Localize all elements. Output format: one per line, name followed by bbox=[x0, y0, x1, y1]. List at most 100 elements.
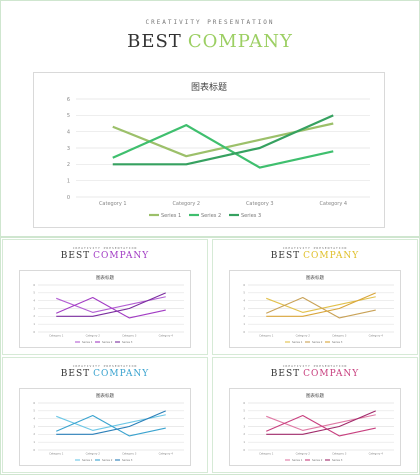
thumbnail-title-company: COMPANY bbox=[93, 369, 150, 379]
series-line-2 bbox=[266, 296, 376, 319]
thumbnail-title-company: COMPANY bbox=[93, 251, 150, 261]
legend-label: Series 1 bbox=[82, 458, 93, 462]
y-tick-label: 4 bbox=[67, 129, 70, 135]
legend-label: Series 3 bbox=[122, 340, 133, 344]
chart-title: 图表标题 bbox=[191, 81, 227, 93]
legend-label: Series 2 bbox=[312, 340, 323, 344]
y-tick-label: 3 bbox=[67, 146, 70, 152]
x-tick-label: Category 4 bbox=[369, 452, 384, 456]
thumbnail-line-chart: 图表标题 0 1 2 3 4 5 6 Category 1 Category 2 Category … bbox=[33, 274, 184, 344]
series-line-2 bbox=[56, 296, 166, 319]
chart-frame[interactable]: 图表标题 0 1 2 3 4 5 6 Category 1 Category 2 Category … bbox=[33, 72, 385, 228]
x-tick-label: Category 2 bbox=[296, 334, 311, 338]
thumbnail-title-best: BEST bbox=[270, 251, 301, 261]
y-tick-label: 1 bbox=[243, 440, 245, 444]
x-tick-label: Category 4 bbox=[369, 334, 384, 338]
y-tick-label: 6 bbox=[243, 283, 245, 287]
y-tick-label: 6 bbox=[67, 97, 70, 103]
y-tick-label: 1 bbox=[33, 440, 35, 444]
thumbnail-line-chart: 图表标题 0 1 2 3 4 5 6 Category 1 Category 2 Category … bbox=[243, 274, 394, 344]
thumbnail-slide-purple[interactable]: CREATIVITY PRESENTATION BEST COMPANY 图表标题 0 1… bbox=[2, 239, 208, 355]
y-tick-label: 0 bbox=[243, 448, 245, 452]
thumbnail-title: BEST COMPANY bbox=[213, 251, 417, 261]
y-tick-label: 2 bbox=[243, 432, 245, 436]
y-tick-label: 5 bbox=[243, 291, 245, 295]
legend-label: Series 2 bbox=[102, 458, 113, 462]
y-tick-label: 5 bbox=[243, 409, 245, 413]
legend-label: Series 3 bbox=[241, 213, 261, 219]
line-chart: 图表标题 0 1 2 3 4 5 6 Category 1 Category 2 Category … bbox=[67, 81, 370, 219]
thumbnail-chart-frame: 图表标题 0 1 2 3 4 5 6 Category 1 Category 2 Category … bbox=[19, 270, 191, 348]
y-tick-label: 2 bbox=[33, 314, 35, 318]
x-tick-label: Category 4 bbox=[159, 452, 174, 456]
section-divider bbox=[0, 236, 420, 238]
thumbnail-line-chart: 图表标题 0 1 2 3 4 5 6 Category 1 Category 2 Category … bbox=[243, 392, 394, 462]
y-tick-label: 6 bbox=[33, 401, 35, 405]
y-tick-label: 4 bbox=[243, 299, 245, 303]
chart-title: 图表标题 bbox=[306, 274, 324, 281]
thumbnail-title: BEST COMPANY bbox=[3, 251, 207, 261]
series-line-2 bbox=[112, 124, 334, 169]
y-tick-label: 3 bbox=[33, 424, 35, 428]
thumbnail-slide-gold[interactable]: CREATIVITY PRESENTATION BEST COMPANY 图表标题 0 1… bbox=[212, 239, 418, 355]
y-tick-label: 0 bbox=[33, 448, 35, 452]
thumbnail-line-chart: 图表标题 0 1 2 3 4 5 6 Category 1 Category 2 Category … bbox=[33, 392, 184, 462]
thumbnail-slide-blue[interactable]: CREATIVITY PRESENTATION BEST COMPANY 图表标题 0 1… bbox=[2, 357, 208, 473]
thumbnail-title: BEST COMPANY bbox=[3, 369, 207, 379]
y-tick-label: 0 bbox=[243, 330, 245, 334]
x-tick-label: Category 2 bbox=[172, 201, 200, 207]
legend-label: Series 1 bbox=[292, 458, 303, 462]
thumbnail-chart-frame: 图表标题 0 1 2 3 4 5 6 Category 1 Category 2 Category … bbox=[229, 270, 401, 348]
thumbnail-caption: CREATIVITY PRESENTATION bbox=[282, 364, 348, 368]
x-tick-label: Category 2 bbox=[86, 452, 101, 456]
chart-title: 图表标题 bbox=[306, 392, 324, 399]
thumbnail-title-company: COMPANY bbox=[303, 251, 360, 261]
series-line-1 bbox=[112, 122, 334, 158]
y-tick-label: 2 bbox=[67, 162, 70, 168]
y-tick-label: 2 bbox=[243, 314, 245, 318]
thumbnail-chart-frame: 图表标题 0 1 2 3 4 5 6 Category 1 Category 2 Category … bbox=[19, 388, 191, 466]
x-tick-label: Category 1 bbox=[259, 334, 274, 338]
x-tick-label: Category 4 bbox=[319, 201, 347, 207]
x-tick-label: Category 3 bbox=[332, 334, 347, 338]
thumbnail-title-company: COMPANY bbox=[303, 369, 360, 379]
y-tick-label: 4 bbox=[33, 299, 35, 303]
slide-title: BEST COMPANY bbox=[1, 31, 419, 52]
thumbnail-slide-pink[interactable]: CREATIVITY PRESENTATION BEST COMPANY 图表标题 0 1… bbox=[212, 357, 418, 473]
y-tick-label: 4 bbox=[33, 417, 35, 421]
series-line-3 bbox=[112, 114, 334, 166]
x-tick-label: Category 2 bbox=[296, 452, 311, 456]
series-line-3 bbox=[56, 292, 166, 317]
y-tick-label: 1 bbox=[67, 178, 70, 184]
x-tick-label: Category 4 bbox=[159, 334, 174, 338]
series-line-3 bbox=[266, 410, 376, 435]
legend-label: Series 3 bbox=[122, 458, 133, 462]
chart-title: 图表标题 bbox=[96, 274, 114, 281]
legend-label: Series 2 bbox=[102, 340, 113, 344]
series-line-1 bbox=[266, 296, 376, 313]
legend-label: Series 1 bbox=[161, 213, 181, 219]
main-slide[interactable]: CREATIVITY PRESENTATION BEST COMPANY 图表标题… bbox=[1, 1, 419, 235]
y-tick-label: 5 bbox=[33, 291, 35, 295]
x-tick-label: Category 1 bbox=[259, 452, 274, 456]
y-tick-label: 6 bbox=[33, 283, 35, 287]
thumbnail-title-best: BEST bbox=[270, 369, 301, 379]
x-tick-label: Category 1 bbox=[49, 334, 64, 338]
series-line-3 bbox=[266, 292, 376, 317]
title-word-company: COMPANY bbox=[187, 31, 293, 52]
y-tick-label: 0 bbox=[67, 195, 70, 201]
y-tick-label: 5 bbox=[33, 409, 35, 413]
y-tick-label: 2 bbox=[33, 432, 35, 436]
legend-label: Series 3 bbox=[332, 340, 343, 344]
series-line-1 bbox=[56, 414, 166, 431]
series-line-2 bbox=[266, 414, 376, 437]
thumbnail-caption: CREATIVITY PRESENTATION bbox=[282, 246, 348, 250]
series-line-1 bbox=[266, 414, 376, 431]
x-tick-label: Category 2 bbox=[86, 334, 101, 338]
x-tick-label: Category 3 bbox=[122, 334, 137, 338]
title-word-best: BEST bbox=[127, 31, 182, 52]
y-tick-label: 5 bbox=[67, 113, 70, 119]
y-tick-label: 3 bbox=[243, 424, 245, 428]
legend-label: Series 3 bbox=[332, 458, 343, 462]
x-tick-label: Category 1 bbox=[49, 452, 64, 456]
